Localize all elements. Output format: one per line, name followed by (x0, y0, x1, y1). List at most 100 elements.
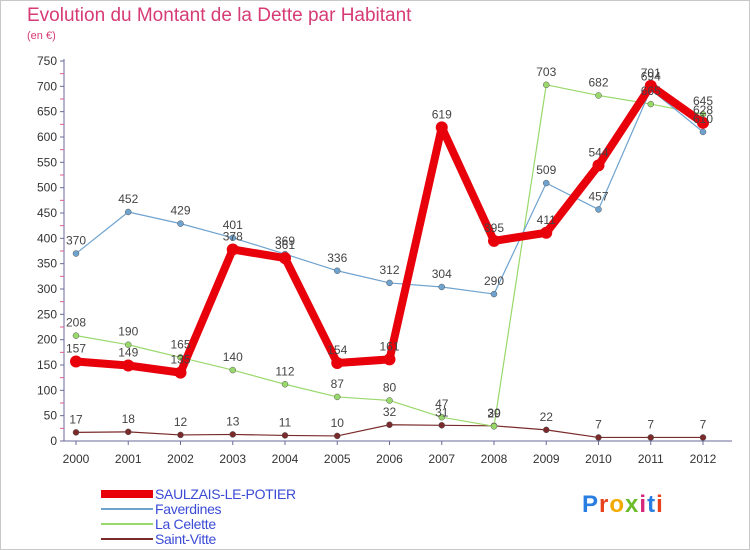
data-label: 395 (484, 221, 504, 235)
y-tick-label: 200 (37, 333, 57, 347)
data-point (229, 366, 236, 374)
data-point (281, 381, 289, 388)
data-point (177, 431, 184, 439)
data-point (438, 422, 445, 429)
data-label: 154 (327, 343, 347, 357)
data-point (699, 434, 707, 441)
data-label: 80 (383, 380, 397, 394)
data-label: 378 (223, 229, 243, 243)
data-label: 30 (487, 406, 501, 420)
data-point (647, 434, 654, 441)
data-label: 336 (327, 251, 347, 265)
data-label: 12 (174, 415, 188, 429)
data-label: 157 (66, 341, 86, 355)
data-point (699, 128, 707, 136)
legend-label-la-celette: La Celette (155, 516, 216, 532)
data-label: 665 (641, 84, 661, 98)
data-point (438, 413, 445, 421)
data-point (543, 426, 550, 434)
data-point (331, 356, 344, 369)
data-label: 87 (331, 377, 345, 391)
logo-letter: i (656, 491, 664, 518)
data-point (383, 353, 396, 366)
x-tick-label: 2011 (638, 452, 664, 466)
data-label: 312 (379, 263, 399, 277)
data-point (174, 366, 187, 379)
data-point (595, 206, 602, 213)
y-tick-label: 150 (37, 358, 57, 372)
data-label: 10 (331, 416, 345, 430)
y-tick-label: 500 (37, 181, 57, 195)
data-label: 17 (69, 412, 83, 426)
y-tick-label: 100 (37, 383, 57, 397)
data-label: 701 (641, 66, 661, 80)
x-tick-label: 2009 (533, 452, 560, 466)
data-label: 610 (693, 112, 713, 126)
data-label: 7 (595, 417, 602, 431)
data-point (644, 79, 657, 92)
data-point (177, 220, 184, 227)
legend-label-saint-vitte: Saint-Vitte (155, 531, 217, 547)
data-point (595, 92, 602, 99)
data-point (72, 429, 80, 436)
legend-swatch-saulzais (101, 490, 153, 498)
x-tick-label: 2001 (115, 452, 142, 466)
data-label: 370 (66, 234, 86, 248)
legend-swatch-la-celette (101, 523, 153, 525)
data-label: 645 (693, 94, 713, 108)
logo-letter: t (647, 491, 657, 518)
data-point (543, 81, 550, 89)
data-label: 452 (118, 192, 138, 206)
legend-item-faverdines: Faverdines (101, 501, 222, 517)
logo-letter: r (599, 491, 610, 518)
legend-label-faverdines: Faverdines (155, 501, 222, 517)
logo-letter: x (625, 491, 640, 518)
y-tick-label: 600 (37, 130, 57, 144)
data-point (125, 208, 132, 216)
logo-letter: i (639, 491, 648, 518)
data-point (592, 159, 605, 172)
data-point (226, 243, 239, 256)
legend-item-saint-vitte: Saint-Vitte (101, 531, 217, 547)
chart-title: Evolution du Montant de la Dette par Hab… (27, 5, 412, 26)
data-label: 619 (432, 107, 452, 121)
data-point (435, 121, 448, 134)
data-label: 694 (641, 69, 661, 83)
logo-letter: o (609, 491, 626, 518)
legend-swatch-faverdines (101, 508, 153, 510)
data-point (334, 267, 341, 275)
data-point (697, 116, 709, 129)
data-label: 208 (66, 316, 86, 330)
data-point (122, 359, 135, 372)
data-point (647, 100, 654, 108)
data-label: 682 (588, 75, 608, 89)
data-label: 22 (540, 410, 554, 424)
y-tick-label: 550 (37, 155, 57, 169)
data-label: 29 (487, 406, 501, 420)
x-tick-label: 2006 (376, 452, 403, 466)
data-point (229, 234, 236, 242)
data-point (125, 341, 132, 348)
data-label: 149 (118, 346, 138, 360)
x-tick-label: 2004 (272, 452, 299, 466)
data-point (334, 432, 341, 440)
data-label: 361 (275, 238, 295, 252)
data-point (229, 431, 236, 438)
data-label: 304 (432, 267, 452, 281)
x-tick-label: 2010 (585, 452, 612, 466)
data-label: 140 (223, 350, 243, 364)
y-tick-label: 700 (37, 79, 57, 93)
y-tick-label: 400 (37, 231, 57, 245)
data-label: 509 (536, 163, 556, 177)
legend-item-la-celette: La Celette (101, 516, 216, 532)
data-label: 47 (435, 397, 449, 411)
data-point (488, 234, 500, 247)
data-label: 165 (170, 337, 190, 351)
data-point (490, 423, 498, 430)
data-point (386, 421, 393, 429)
y-tick-label: 650 (37, 105, 57, 119)
data-point (490, 290, 498, 298)
data-label: 401 (223, 218, 243, 232)
